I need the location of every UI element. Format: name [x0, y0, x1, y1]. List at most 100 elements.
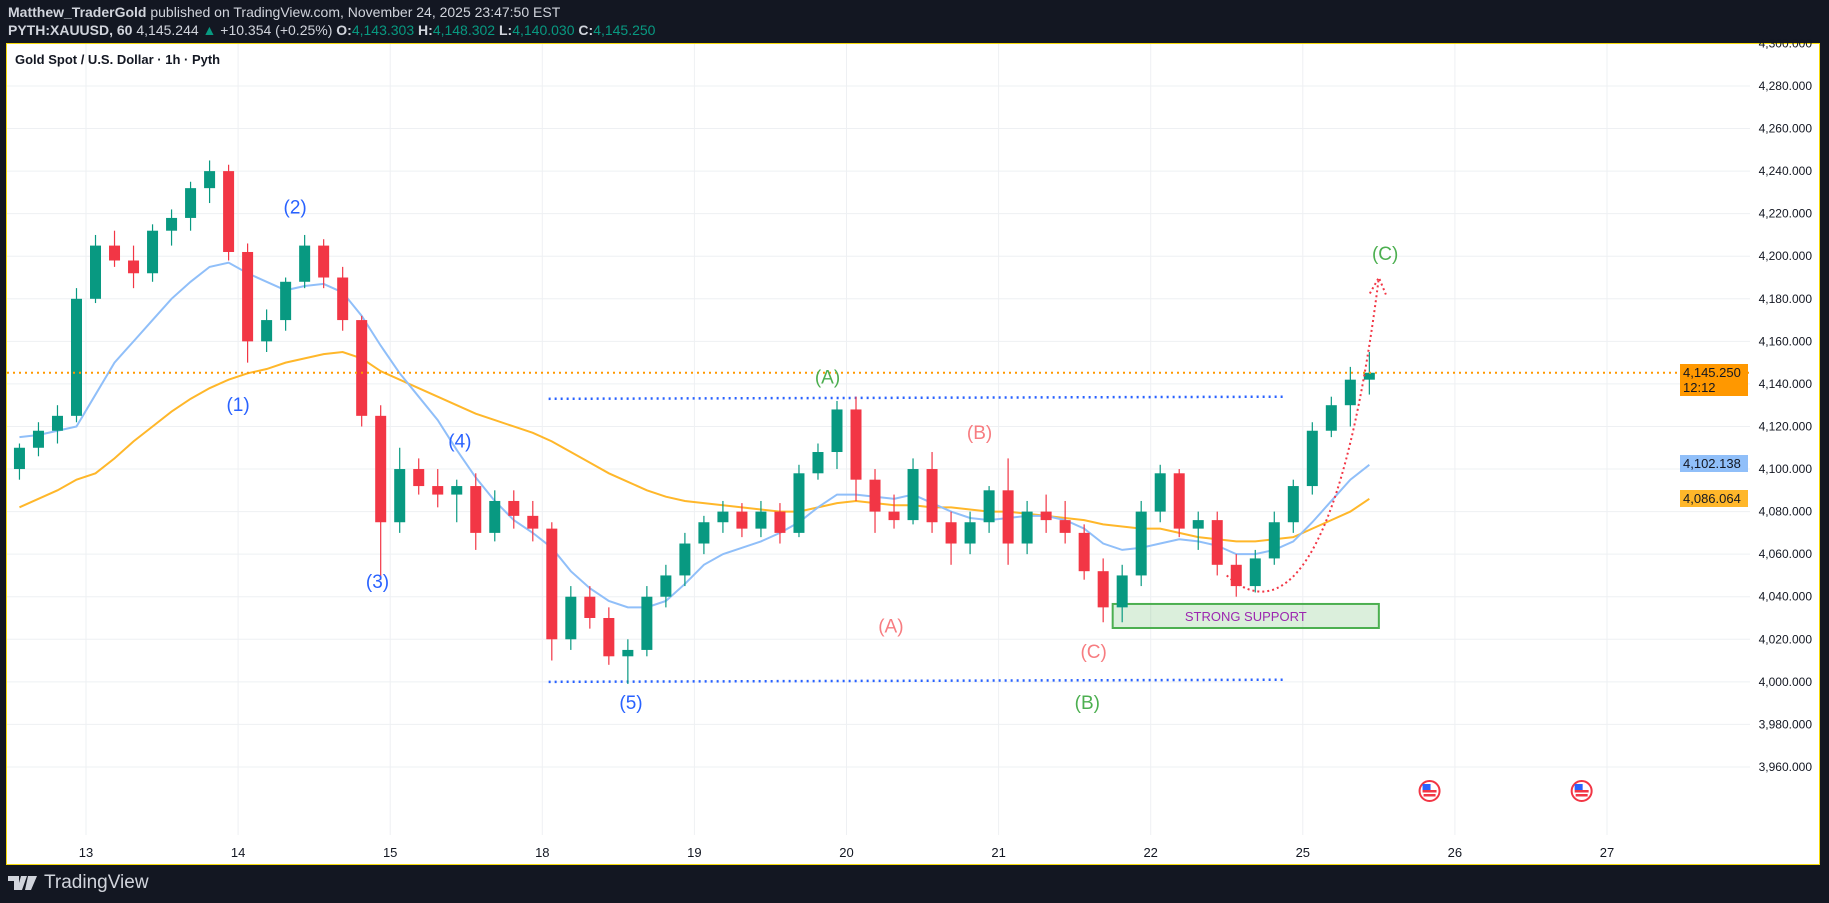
candle-body[interactable]	[1230, 564, 1242, 587]
tradingview-brand: TradingView	[44, 872, 149, 893]
ma-fast-price-tag: 4,102.138	[1680, 455, 1748, 473]
wave-label-pink[interactable]: (C)	[1080, 642, 1106, 663]
candle-body[interactable]	[1249, 558, 1261, 587]
candle-body[interactable]	[926, 469, 938, 523]
candle-body[interactable]	[1173, 473, 1185, 529]
candle-body[interactable]	[1002, 490, 1014, 544]
candle-body[interactable]	[603, 618, 615, 657]
bar-countdown: 12:12	[1683, 379, 1716, 395]
candle-body[interactable]	[527, 515, 539, 529]
candle-body[interactable]	[812, 452, 824, 474]
candle-body[interactable]	[1363, 372, 1375, 380]
high-value: 4,148.302	[432, 22, 496, 38]
candle-body[interactable]	[907, 469, 919, 521]
candle-body[interactable]	[1268, 522, 1280, 559]
candle-body[interactable]	[109, 245, 121, 261]
candle-body[interactable]	[622, 649, 634, 657]
candle-body[interactable]	[698, 522, 710, 544]
wave-label-blue[interactable]: (5)	[619, 693, 642, 714]
wave-label-blue[interactable]: (3)	[366, 572, 389, 593]
candle-body[interactable]	[641, 596, 653, 650]
wave-label-pink[interactable]: (A)	[878, 617, 903, 638]
candle-body[interactable]	[1306, 430, 1318, 487]
candle-body[interactable]	[147, 230, 159, 274]
wave-label-green[interactable]: (A)	[815, 368, 840, 389]
candle-body[interactable]	[546, 528, 558, 640]
us-flag-icon[interactable]	[1570, 780, 1593, 802]
candle-body[interactable]	[32, 430, 44, 448]
candle-body[interactable]	[1192, 520, 1204, 529]
y-tick-label: 4,100.000	[1759, 462, 1813, 476]
candle-body[interactable]	[1154, 473, 1166, 512]
candle-body[interactable]	[1097, 571, 1109, 608]
us-flag-icon[interactable]	[1418, 780, 1441, 802]
candle-body[interactable]	[1135, 511, 1147, 576]
candle-body[interactable]	[261, 320, 273, 342]
candle-body[interactable]	[1059, 520, 1071, 533]
candle-body[interactable]	[299, 245, 311, 282]
candle-body[interactable]	[964, 522, 976, 544]
candle-body[interactable]	[204, 171, 216, 189]
candle-body[interactable]	[793, 473, 805, 533]
wave-label-green[interactable]: (B)	[1075, 693, 1100, 714]
candle-body[interactable]	[679, 543, 691, 576]
candle-body[interactable]	[489, 500, 501, 533]
candle-body[interactable]	[51, 415, 63, 431]
wave-label-pink[interactable]: (B)	[967, 423, 992, 444]
candle-body[interactable]	[660, 575, 672, 597]
publish-info: Matthew_TraderGold published on TradingV…	[8, 4, 560, 20]
author-name[interactable]: Matthew_TraderGold	[8, 4, 147, 20]
candle-body[interactable]	[128, 260, 140, 274]
x-tick-label: 27	[1600, 845, 1614, 860]
candle-body[interactable]	[1325, 405, 1337, 431]
candle-body[interactable]	[223, 171, 235, 252]
candle-body[interactable]	[1040, 511, 1052, 521]
tradingview-logo[interactable]: TradingView	[8, 872, 149, 894]
last-value: 4,145.244	[136, 22, 199, 38]
strong-support-zone[interactable]	[1111, 602, 1380, 630]
candle-body[interactable]	[166, 217, 178, 231]
candle-body[interactable]	[736, 511, 748, 529]
candle-body[interactable]	[432, 486, 444, 495]
candle-body[interactable]	[945, 522, 957, 544]
candle-body[interactable]	[755, 511, 767, 529]
candle-body[interactable]	[470, 486, 482, 533]
candle-body[interactable]	[375, 415, 387, 523]
candle-body[interactable]	[13, 447, 25, 470]
candle-body[interactable]	[1021, 511, 1033, 544]
candle-body[interactable]	[318, 245, 330, 278]
candle-body[interactable]	[413, 469, 425, 487]
wave-label-blue[interactable]: (2)	[284, 197, 307, 218]
candle-body[interactable]	[717, 511, 729, 523]
candle-body[interactable]	[1078, 532, 1090, 572]
candle-body[interactable]	[1287, 486, 1299, 523]
candle-body[interactable]	[1211, 520, 1223, 565]
candle-body[interactable]	[508, 500, 520, 516]
candle-body[interactable]	[983, 490, 995, 523]
candle-body[interactable]	[888, 511, 900, 521]
candle-body[interactable]	[90, 245, 102, 299]
candle-body[interactable]	[242, 251, 254, 342]
candle-body[interactable]	[185, 188, 197, 218]
candle-body[interactable]	[394, 469, 406, 523]
wave-label-blue[interactable]: (4)	[448, 431, 471, 452]
candle-body[interactable]	[850, 409, 862, 480]
candle-body[interactable]	[1344, 379, 1356, 406]
candle-body[interactable]	[70, 298, 82, 416]
close-label: C:	[578, 22, 594, 38]
candle-body[interactable]	[280, 281, 292, 321]
candle-body[interactable]	[337, 277, 349, 321]
candle-body[interactable]	[869, 479, 881, 512]
candle-body[interactable]	[774, 511, 786, 533]
candle-body[interactable]	[831, 409, 843, 453]
chart-frame[interactable]	[6, 43, 1820, 865]
candle-body[interactable]	[565, 596, 577, 640]
candle-body[interactable]	[356, 320, 368, 416]
candle-body[interactable]	[451, 486, 463, 495]
candle-body[interactable]	[584, 596, 596, 618]
wave-label-green[interactable]: (C)	[1372, 244, 1398, 265]
x-tick-label: 18	[535, 845, 549, 860]
candle-body[interactable]	[1116, 575, 1128, 608]
wave-label-blue[interactable]: (1)	[226, 395, 249, 416]
